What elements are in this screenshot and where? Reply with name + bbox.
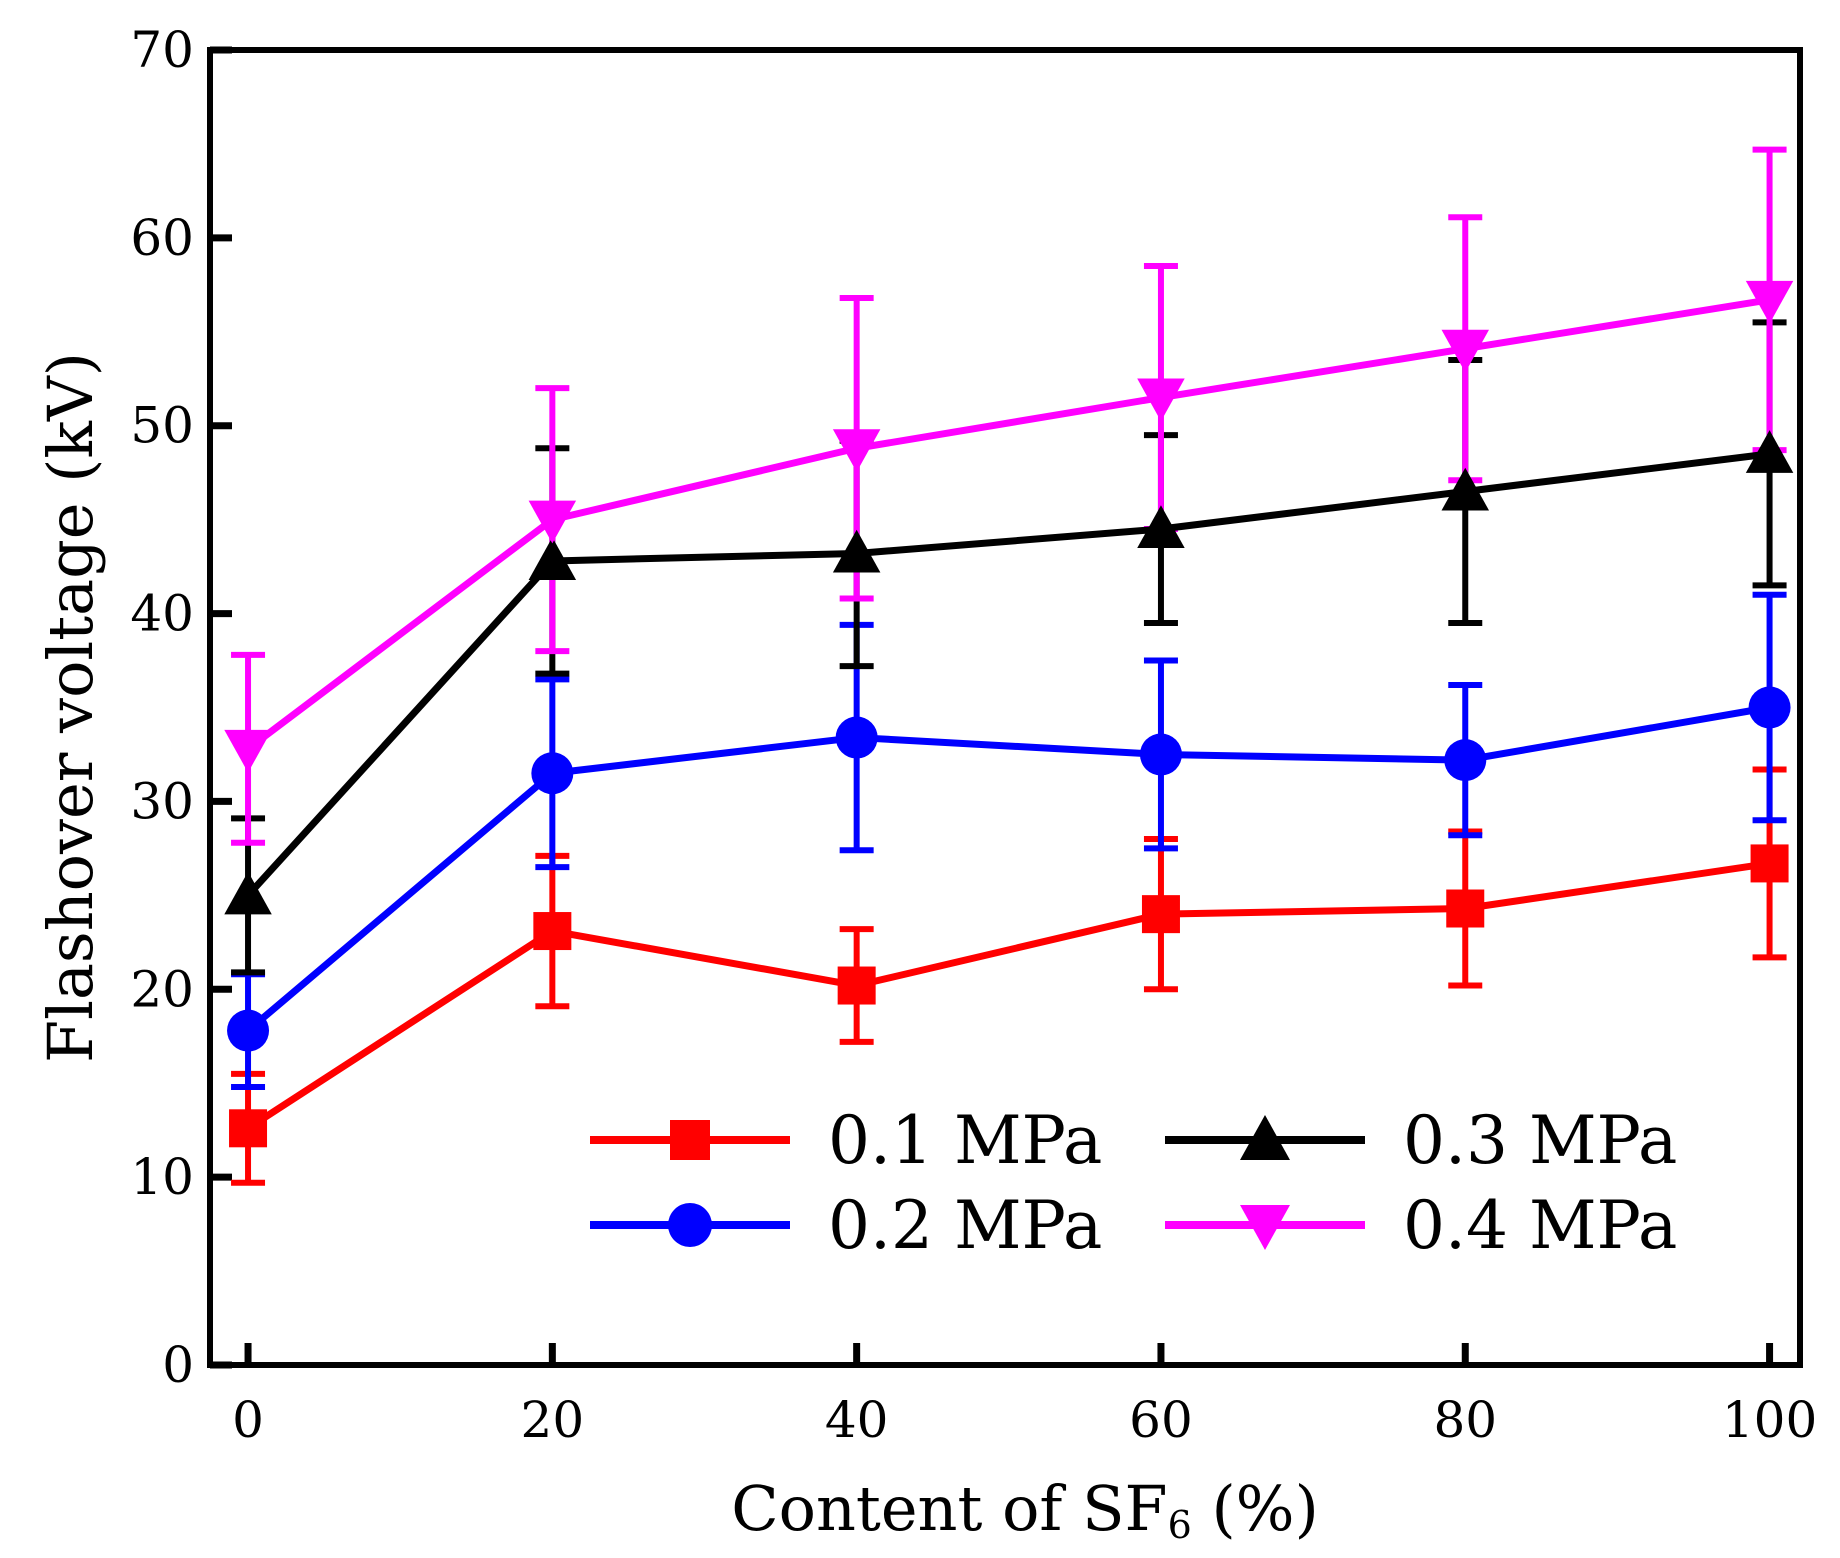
y-tick-label: 60 [130, 209, 194, 267]
y-tick-label: 50 [130, 397, 194, 455]
legend-label-0-1-mpa: 0.1 MPa [828, 1102, 1102, 1179]
data-point-0-1-mpa [229, 1109, 268, 1148]
legend-marker-0-1-mpa [670, 1120, 710, 1160]
series-line-0-1-mpa [246, 859, 1771, 1132]
data-point-0-3-mpa [1745, 430, 1794, 473]
data-point-0-2-mpa [835, 716, 878, 759]
series-line-0-2-mpa [245, 704, 1771, 1034]
data-point-0-4-mpa [1441, 329, 1490, 373]
data-point-0-4-mpa [528, 500, 577, 544]
error-bars-layer [231, 146, 1787, 1186]
data-point-0-1-mpa [1750, 844, 1789, 883]
data-point-0-3-mpa [528, 537, 577, 580]
data-point-0-3-mpa [1137, 505, 1185, 549]
data-point-0-1-mpa [533, 912, 572, 951]
data-point-0-3-mpa [1441, 467, 1490, 511]
x-tick-label: 20 [521, 1391, 585, 1449]
data-point-0-4-mpa [1745, 280, 1794, 324]
data-point-0-1-mpa [1141, 895, 1180, 934]
x-tick-label: 100 [1722, 1391, 1817, 1449]
data-point-0-4-mpa [224, 729, 272, 773]
data-point-0-4-mpa [832, 429, 881, 473]
x-axis-title: Content of SF6 (%) [731, 1472, 1319, 1547]
plot-border [207, 47, 1803, 1368]
y-tick-label: 20 [130, 960, 194, 1018]
data-point-0-2-mpa [1139, 733, 1182, 776]
data-point-0-3-mpa [224, 871, 272, 915]
x-tick-label: 80 [1433, 1391, 1497, 1449]
legend-label-0-3-mpa: 0.3 MPa [1403, 1102, 1677, 1179]
y-axis-title: Flashover voltage (kV) [34, 352, 107, 1063]
data-point-0-4-mpa [1137, 378, 1185, 422]
legend-label-0-2-mpa: 0.2 MPa [828, 1187, 1102, 1264]
markers-layer [224, 280, 1794, 1148]
series-lines-layer [245, 296, 1771, 1132]
series-line-0-4-mpa [245, 296, 1771, 752]
x-axis-title-subscript: 6 [1168, 1503, 1192, 1547]
x-axis-title-main: Content of SF [731, 1472, 1167, 1545]
data-point-0-1-mpa [1446, 889, 1485, 928]
x-tick-label: 40 [825, 1391, 889, 1449]
data-point-0-1-mpa [837, 966, 876, 1005]
plot-frame [207, 47, 1803, 1368]
legend: 0.1 MPa 0.2 MPa 0.3 MPa 0.4 MPa [590, 1102, 1677, 1264]
data-point-0-2-mpa [1444, 739, 1487, 782]
y-tick-label: 10 [130, 1148, 194, 1206]
y-tick-label: 40 [130, 585, 194, 643]
y-tick-label: 0 [162, 1336, 194, 1394]
legend-marker-0-2-mpa [668, 1203, 712, 1247]
legend-marker-0-4-mpa [1240, 1205, 1290, 1250]
legend-marker-0-3-mpa [1240, 1115, 1290, 1160]
x-axis-title-suffix: (%) [1192, 1472, 1319, 1545]
data-point-0-2-mpa [531, 752, 574, 795]
y-tick-label: 30 [130, 772, 194, 830]
data-point-0-2-mpa [1748, 686, 1791, 729]
series-line-0-3-mpa [245, 450, 1770, 898]
x-tick-label: 60 [1129, 1391, 1193, 1449]
y-tick-label: 70 [130, 21, 194, 79]
axes-layer: 0 10 20 30 40 50 60 70 0 20 40 60 80 100 [130, 21, 1817, 1449]
data-point-0-3-mpa [832, 529, 881, 573]
legend-label-0-4-mpa: 0.4 MPa [1403, 1187, 1677, 1264]
data-point-0-2-mpa [227, 1009, 270, 1052]
x-tick-label: 0 [232, 1391, 264, 1449]
